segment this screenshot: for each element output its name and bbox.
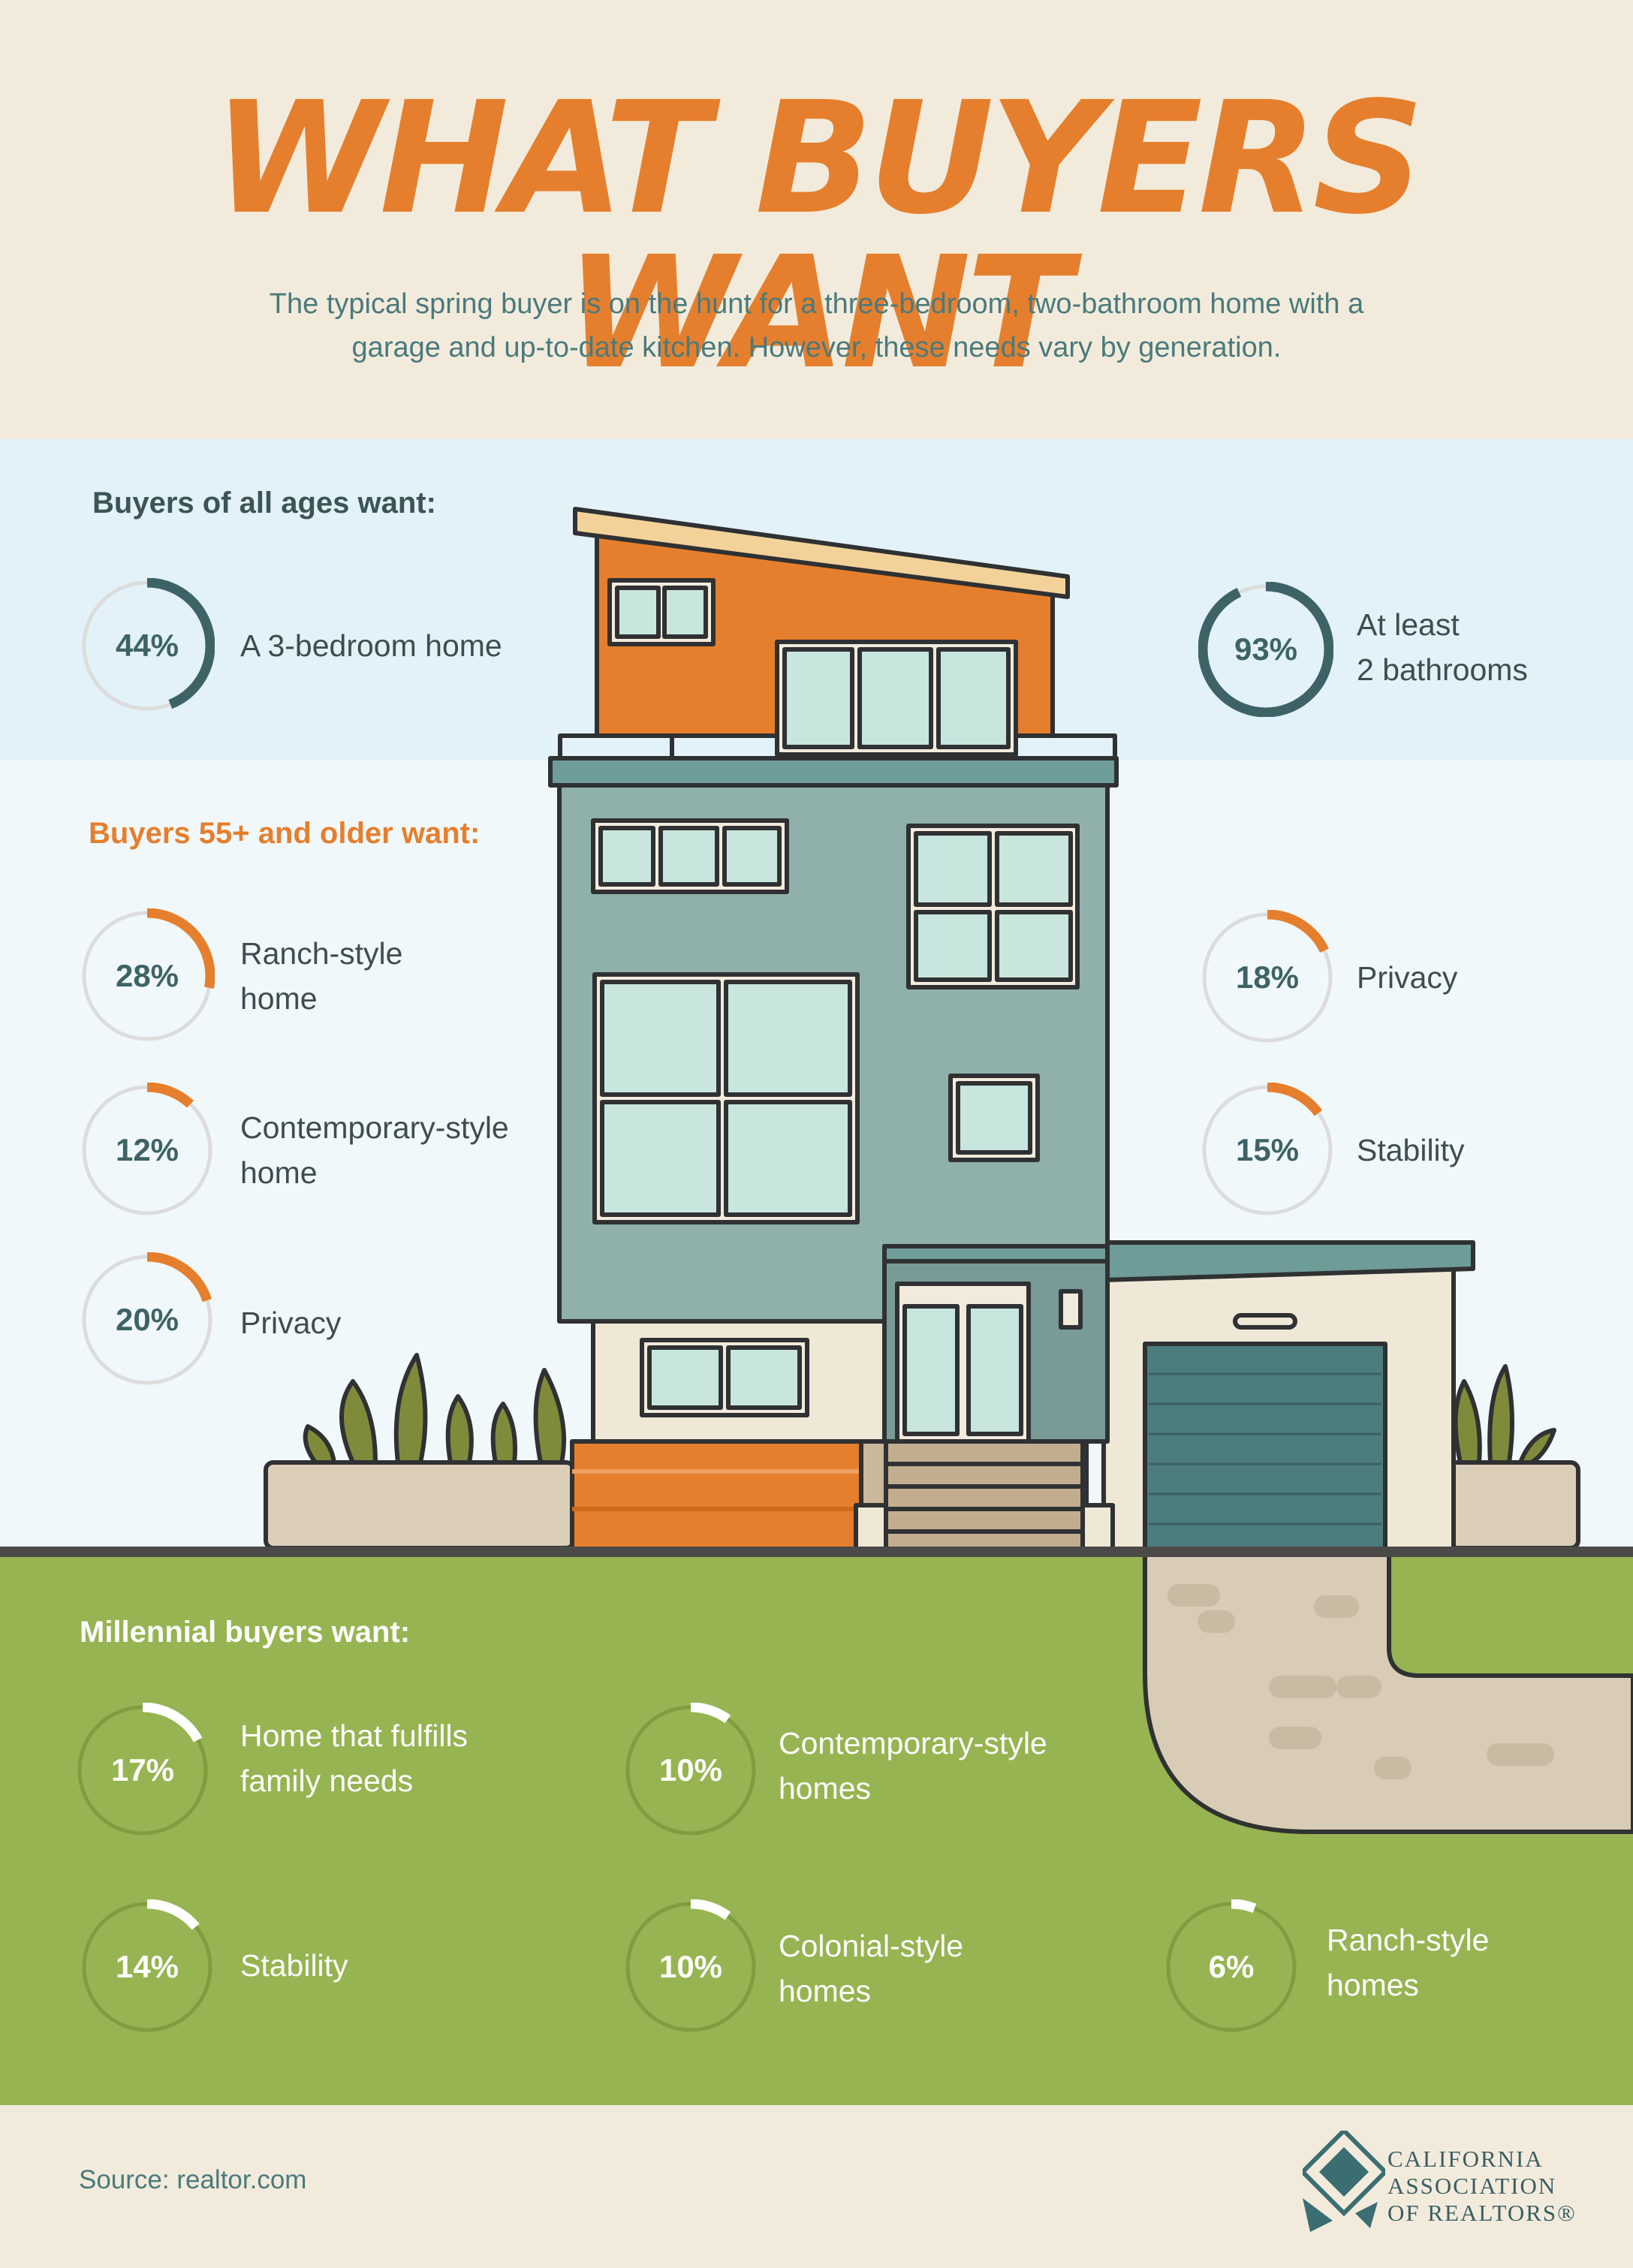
stat-label-line: Contemporary-style: [240, 1110, 509, 1145]
stat-label: Ranch-style home: [240, 931, 402, 1021]
stat-percent: 10%: [658, 1949, 723, 1984]
stat-label: At least 2 bathrooms: [1357, 602, 1528, 692]
stat-percent: 6%: [1208, 1949, 1255, 1984]
stat-label: Stability: [240, 1943, 348, 1988]
subtitle-line: garage and up-to-date kitchen. However, …: [351, 332, 1282, 363]
stat-percent: 28%: [115, 958, 179, 993]
stat-label-line: 2 bathrooms: [1357, 652, 1528, 687]
ring-progress-arc: [80, 578, 215, 713]
stat-label-line: Stability: [1357, 1133, 1465, 1167]
ring-progress-arc: [80, 1899, 215, 2035]
source-note: Source: realtor.com: [79, 2165, 307, 2194]
ring-graphic: [80, 1083, 215, 1218]
stat-ring: 44%: [80, 578, 215, 713]
ring-progress-arc: [1200, 1083, 1335, 1218]
ring-progress-arc: [623, 1899, 758, 2035]
stat-label-line: Colonial-style: [779, 1929, 964, 1963]
stat-label-line: homes: [1327, 1968, 1420, 2002]
footer-band: [0, 2105, 1633, 2268]
stat-label-line: home: [240, 1155, 318, 1190]
stat-percent: 44%: [115, 628, 179, 663]
ring-graphic: [80, 908, 215, 1044]
stat-label-line: Stability: [240, 1948, 348, 1983]
stat-label-line: A 3-bedroom home: [240, 628, 502, 663]
ring-graphic: [1198, 582, 1333, 717]
stat-ring: 28%: [80, 908, 215, 1044]
stat-percent: 18%: [1235, 959, 1300, 995]
stat-ring: 14%: [80, 1899, 215, 2035]
stat-label-line: family needs: [240, 1763, 414, 1798]
stat-label: Ranch-style homes: [1327, 1917, 1489, 2007]
stat-percent: 20%: [115, 1302, 179, 1337]
ring-progress-arc: [75, 1703, 210, 1838]
stat-label: Home that fulfills family needs: [240, 1713, 468, 1803]
stat-percent: 12%: [115, 1132, 179, 1167]
ring-progress-arc: [623, 1703, 758, 1838]
stat-label: Stability: [1357, 1128, 1465, 1173]
ring-graphic: [623, 1899, 758, 2035]
stat-label-line: At least: [1357, 607, 1460, 642]
association-logo-text: CALIFORNIA ASSOCIATION OF REALTORS®: [1387, 2146, 1577, 2227]
ring-graphic: [80, 1899, 215, 2035]
subtitle-line: The typical spring buyer is on the hunt …: [269, 288, 1364, 320]
stat-label-line: Home that fulfills: [240, 1718, 469, 1753]
stat-percent: 14%: [115, 1949, 179, 1984]
stat-label-line: home: [240, 981, 318, 1016]
stat-ring: 10%: [623, 1703, 758, 1838]
stat-ring: 12%: [80, 1083, 215, 1218]
millennial-heading: Millennial buyers want:: [80, 1616, 411, 1649]
stat-label-line: homes: [779, 1771, 872, 1806]
stat-label-line: homes: [779, 1974, 872, 2008]
stat-ring: 93%: [1198, 582, 1333, 717]
ring-progress-arc: [1200, 910, 1335, 1045]
stat-ring: 17%: [75, 1703, 210, 1838]
ring-graphic: [80, 1252, 215, 1387]
page-subtitle: The typical spring buyer is on the hunt …: [113, 282, 1520, 369]
stat-label: Contemporary-style homes: [779, 1721, 1047, 1811]
older-buyers-heading: Buyers 55+ and older want:: [89, 817, 481, 850]
stat-ring: 15%: [1200, 1083, 1335, 1218]
all-ages-heading: Buyers of all ages want:: [92, 486, 436, 520]
stat-percent: 10%: [658, 1752, 723, 1788]
stat-ring: 6%: [1164, 1899, 1299, 2035]
ring-progress-arc: [1198, 582, 1333, 717]
header-band: [0, 0, 1633, 439]
ring-progress-arc: [80, 1252, 215, 1387]
stat-ring: 20%: [80, 1252, 215, 1387]
ring-graphic: [75, 1703, 210, 1838]
ring-progress-arc: [80, 908, 215, 1044]
association-logo-icon: [1303, 2131, 1385, 2232]
ring-progress-arc: [1164, 1899, 1299, 2035]
logo-line: OF REALTORS®: [1387, 2200, 1577, 2226]
logo-line: ASSOCIATION: [1387, 2173, 1557, 2199]
stat-ring: 18%: [1200, 910, 1335, 1045]
ring-progress-arc: [80, 1083, 215, 1218]
ring-graphic: [1200, 1083, 1335, 1218]
stat-percent: 15%: [1235, 1132, 1300, 1167]
ring-graphic: [623, 1703, 758, 1838]
stat-label-line: Privacy: [1357, 960, 1458, 995]
stat-label: Privacy: [240, 1300, 341, 1345]
stat-label-line: Ranch-style: [240, 936, 403, 971]
stat-percent: 17%: [110, 1752, 175, 1788]
stat-ring: 10%: [623, 1899, 758, 2035]
ring-graphic: [1200, 910, 1335, 1045]
stat-label: Colonial-style homes: [779, 1923, 963, 2013]
stat-percent: 93%: [1234, 631, 1298, 667]
stat-label-line: Ranch-style: [1327, 1923, 1490, 1957]
logo-line: CALIFORNIA: [1387, 2146, 1544, 2172]
stat-label: A 3-bedroom home: [240, 623, 502, 668]
stat-label-line: Privacy: [240, 1306, 342, 1340]
ring-graphic: [80, 578, 215, 713]
stat-label: Privacy: [1357, 955, 1457, 1000]
stat-label-line: Contemporary-style: [779, 1726, 1047, 1760]
ring-graphic: [1164, 1899, 1299, 2035]
ground-line: [0, 1547, 1633, 1557]
page-title: WHAT BUYERS WANT: [213, 68, 1424, 403]
stat-label: Contemporary-style home: [240, 1105, 509, 1195]
